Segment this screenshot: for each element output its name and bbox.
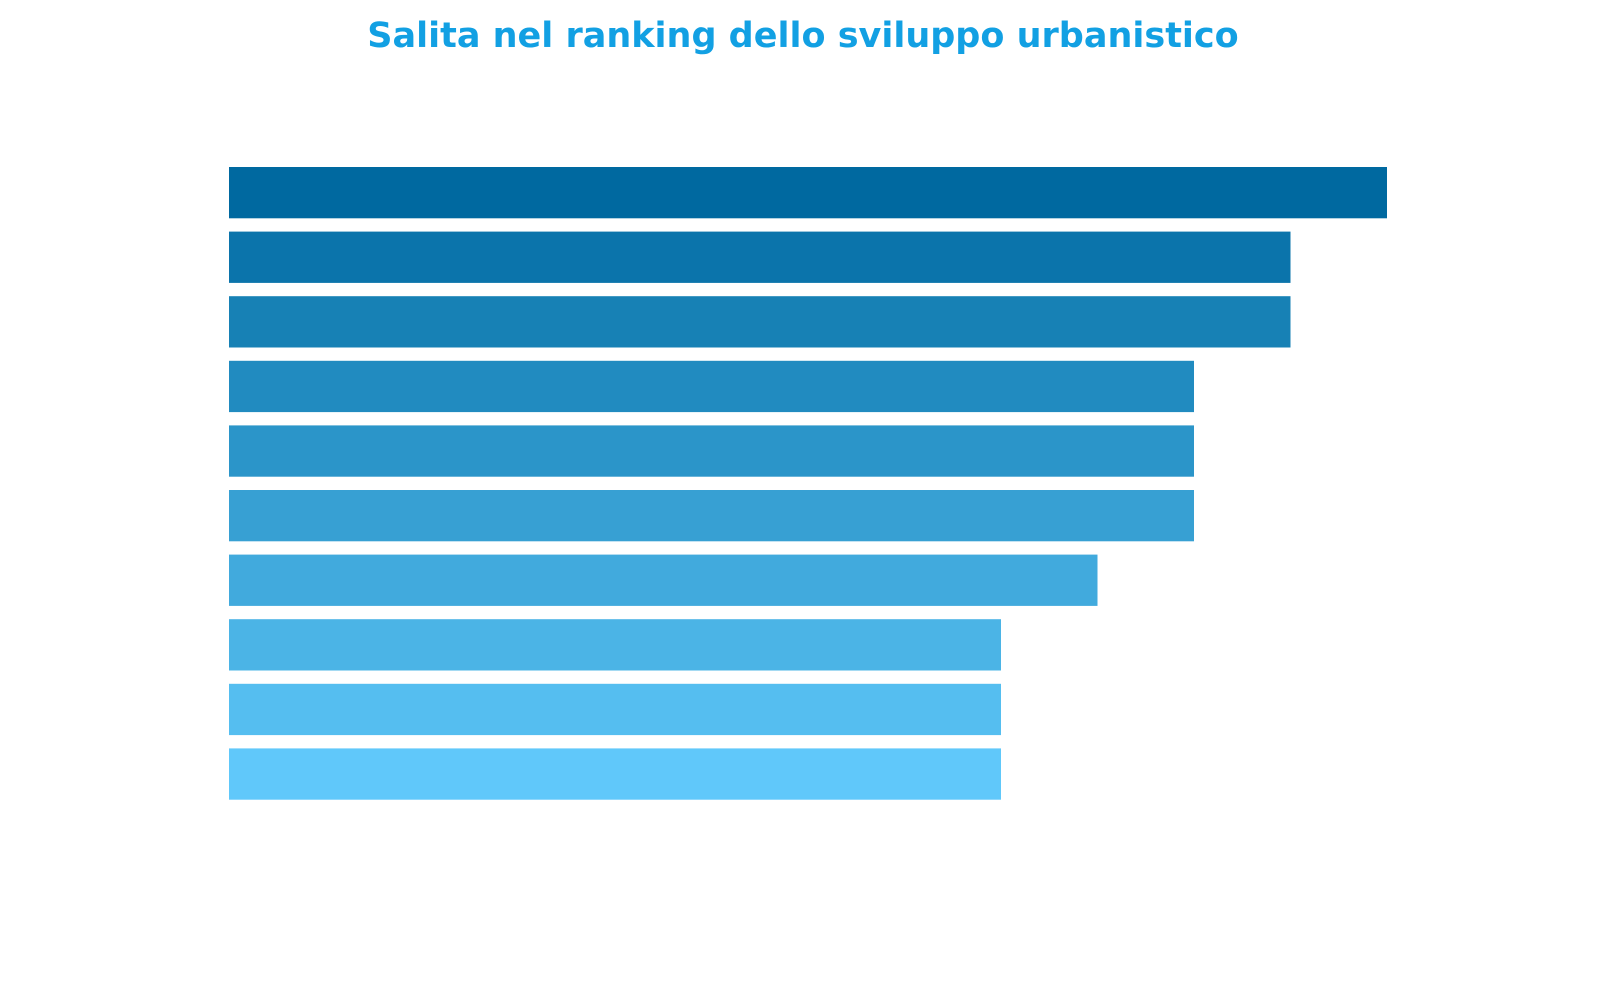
chart-title: Salita nel ranking dello sviluppo urbani…	[367, 16, 1238, 56]
bar	[229, 167, 1387, 219]
bar	[229, 425, 1194, 477]
bar	[229, 360, 1194, 413]
bar	[229, 683, 1001, 736]
bar	[229, 296, 1291, 348]
bar	[229, 619, 1001, 671]
bar	[229, 231, 1291, 283]
bar	[229, 748, 1001, 800]
bar	[229, 490, 1194, 542]
bar	[229, 554, 1098, 606]
